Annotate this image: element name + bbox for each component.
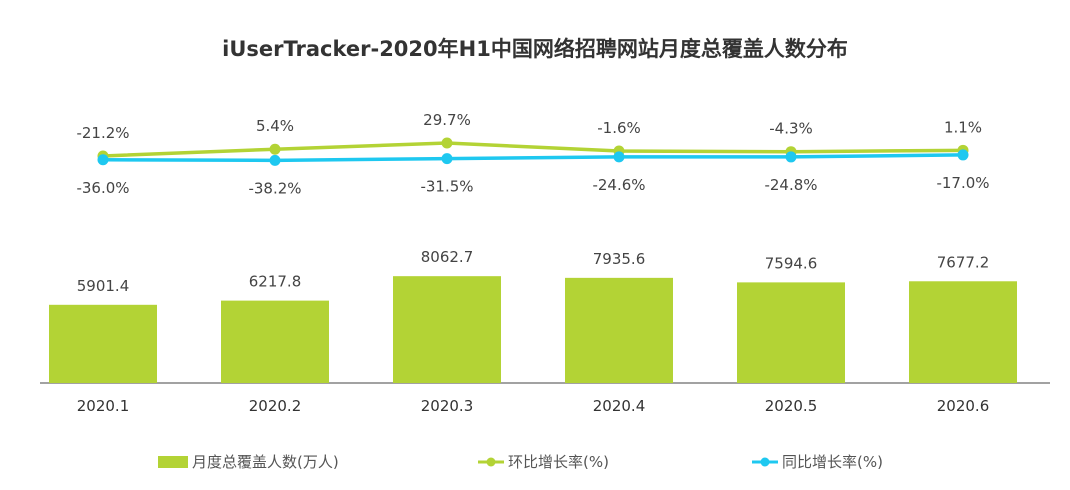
- line-data-label: -4.3%: [769, 120, 813, 138]
- legend-item-yoy: 同比增长率(%): [752, 451, 883, 472]
- data-point: [269, 143, 281, 155]
- data-point: [97, 154, 109, 166]
- data-point: [957, 149, 969, 161]
- line-data-label: 5.4%: [256, 117, 294, 135]
- line-data-label: -36.0%: [76, 179, 129, 197]
- bar: [49, 304, 157, 383]
- x-tick-label: 2020.6: [937, 397, 990, 415]
- legend-line-swatch: [478, 457, 504, 466]
- legend-line-swatch: [752, 457, 778, 466]
- bar-data-label: 8062.7: [421, 248, 474, 266]
- x-tick-label: 2020.1: [77, 397, 130, 415]
- line-data-label: -1.6%: [597, 119, 641, 137]
- x-tick-label: 2020.5: [765, 397, 818, 415]
- legend-label: 月度总覆盖人数(万人): [192, 453, 339, 471]
- bar: [909, 281, 1017, 383]
- bar-data-label: 5901.4: [77, 277, 130, 295]
- bar: [565, 277, 673, 383]
- x-tick-label: 2020.3: [421, 397, 474, 415]
- series-line: [102, 141, 964, 158]
- data-point: [441, 153, 453, 165]
- chart-title: iUserTracker-2020年H1中国网络招聘网站月度总覆盖人数分布: [222, 37, 848, 61]
- data-point: [441, 137, 453, 149]
- line-data-label: -24.8%: [764, 176, 817, 194]
- x-tick-label: 2020.4: [593, 397, 646, 415]
- line-data-label: -17.0%: [936, 174, 989, 192]
- bar-data-label: 7677.2: [937, 253, 990, 271]
- series-line: [102, 153, 964, 163]
- line-data-label: -31.5%: [420, 178, 473, 196]
- line-data-label: -38.2%: [248, 179, 301, 197]
- data-point: [269, 154, 281, 166]
- legend-item-mom: 环比增长率(%): [478, 451, 609, 472]
- bar: [737, 282, 845, 383]
- line-data-label: 1.1%: [944, 118, 982, 136]
- legend-label: 环比增长率(%): [508, 453, 609, 471]
- x-tick-label: 2020.2: [249, 397, 302, 415]
- bar-data-label: 6217.8: [249, 273, 302, 291]
- legend-label: 同比增长率(%): [782, 453, 883, 471]
- bar: [221, 300, 329, 383]
- legend-bar-swatch: [158, 455, 188, 468]
- data-point: [785, 151, 797, 163]
- data-point: [613, 151, 625, 163]
- line-data-label: -24.6%: [592, 176, 645, 194]
- bar: [393, 276, 501, 383]
- bar-data-label: 7594.6: [765, 254, 818, 272]
- line-data-label: -21.2%: [76, 124, 129, 142]
- line-data-label: 29.7%: [423, 111, 471, 129]
- bar-data-label: 7935.6: [593, 250, 646, 268]
- legend-item-bar: 月度总覆盖人数(万人): [158, 451, 339, 472]
